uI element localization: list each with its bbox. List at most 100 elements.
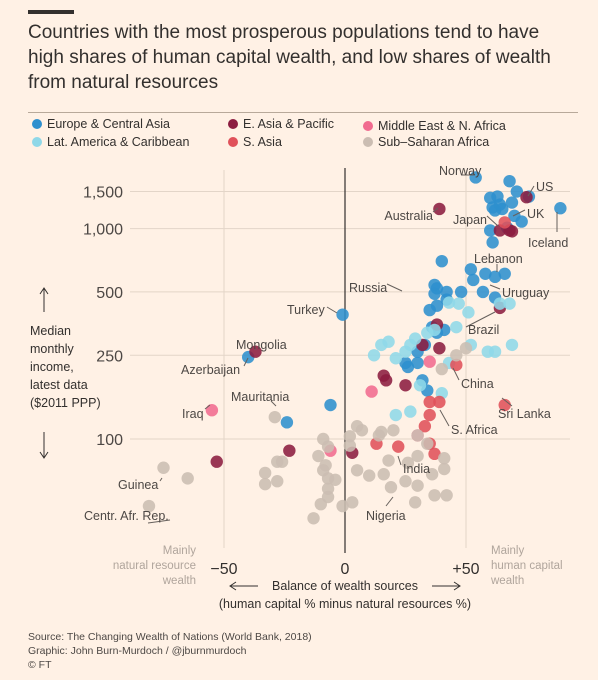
point-5-7: [258, 477, 272, 491]
x-tick-label--50: −50: [210, 561, 237, 578]
legend-dot-middle-east: [363, 121, 373, 131]
leader-8: [489, 284, 501, 290]
point-5-28: [336, 499, 349, 513]
point-1-4: [505, 225, 519, 238]
point-5-46: [375, 425, 388, 439]
annotation-1: US: [536, 180, 553, 194]
point-5-39: [440, 489, 453, 502]
point-0-11: [496, 202, 509, 216]
point-0-17: [435, 254, 448, 268]
point-0-2: [510, 185, 524, 198]
point-5-48: [421, 437, 434, 450]
point-5-15: [343, 430, 357, 443]
point-5-47: [411, 429, 424, 442]
point-0-33: [336, 308, 349, 321]
point-1-0: [433, 202, 446, 216]
point-5-26: [321, 490, 335, 504]
point-3-9: [481, 345, 494, 358]
y-label-line-4: ($2011 PPP): [30, 396, 101, 410]
point-0-39: [401, 360, 415, 374]
point-5-30: [350, 464, 364, 477]
y-label-line-3: latest data: [30, 378, 88, 392]
legend-item-europe: Europe & Central Asia: [32, 117, 170, 131]
annotation-13: China: [461, 377, 494, 391]
point-5-31: [363, 469, 376, 482]
point-0-23: [454, 285, 468, 299]
annotation-19: Guinea: [118, 478, 158, 492]
point-3-3: [493, 297, 507, 310]
annotation-5: Iceland: [528, 236, 568, 250]
point-3-15: [375, 338, 388, 352]
legend-dot-east-asia: [228, 119, 238, 129]
point-5-6: [258, 466, 272, 480]
point-4-10: [433, 395, 446, 409]
point-4-8: [418, 420, 432, 433]
point-3-20: [404, 405, 417, 418]
point-3-19: [389, 408, 403, 422]
source-line: Source: The Changing Wealth of Nations (…: [28, 631, 312, 643]
source-note: Source: The Changing Wealth of Nations (…: [28, 630, 312, 672]
legend-dot-south-asia: [228, 137, 238, 147]
annotation-16: Sri Lanka: [498, 407, 551, 421]
y-tick-label-250: 250: [96, 348, 123, 365]
point-0-43: [280, 416, 294, 429]
copyright: © FT: [28, 659, 52, 671]
annotation-20: Nigeria: [366, 509, 406, 523]
point-5-27: [329, 473, 342, 486]
annotation-12: Azerbaijan: [181, 363, 240, 377]
point-0-1: [503, 174, 516, 188]
point-5-25: [307, 512, 320, 525]
left-note-line-0: Mainly: [163, 545, 196, 557]
leader-17: [439, 409, 450, 427]
point-5-40: [438, 462, 451, 476]
chart-title: Countries with the most prosperous popul…: [28, 22, 551, 93]
point-3-11: [421, 326, 434, 339]
point-0-5: [505, 196, 519, 209]
point-2-1: [365, 385, 378, 398]
point-5-19: [312, 449, 325, 463]
point-0-13: [515, 215, 528, 228]
down-arrow-icon: [39, 432, 49, 459]
point-4-3: [423, 395, 436, 409]
legend-dot-latin-america: [32, 137, 42, 147]
point-3-22: [413, 379, 427, 392]
point-5-43: [411, 449, 424, 463]
graphic-credit: Graphic: John Burn-Murdoch / @jburnmurdo…: [28, 645, 247, 657]
leader-4: [486, 215, 499, 227]
point-5-36: [411, 479, 424, 492]
x-axis-label: Balance of wealth sources: [272, 579, 418, 593]
point-5-32: [377, 468, 390, 481]
point-5-33: [384, 481, 398, 494]
point-5-1: [450, 349, 463, 362]
leader-14: [270, 400, 277, 407]
point-5-13: [321, 440, 335, 453]
legend-item-east-asia: E. Asia & Pacific: [228, 117, 334, 131]
y-axis-label: Median monthly income, latest data ($2011 PP…: [30, 287, 101, 459]
point-4-7: [428, 447, 441, 461]
point-5-2: [435, 362, 448, 376]
point-0-20: [488, 270, 502, 284]
point-0-0: [469, 171, 482, 184]
right-note-line-0: Mainly: [491, 545, 524, 557]
leader-19: [159, 477, 163, 482]
right-note-line-2: wealth: [490, 575, 524, 587]
point-0-7: [554, 202, 567, 215]
point-5-10: [181, 472, 194, 485]
leader-20: [385, 496, 394, 507]
series-5: [142, 342, 473, 525]
point-0-24: [476, 285, 490, 299]
annotation-7: Russia: [349, 281, 387, 295]
point-5-38: [428, 489, 441, 502]
ft-top-rule: [28, 10, 74, 14]
y-label-line-0: Median: [30, 324, 71, 338]
point-0-42: [324, 398, 337, 412]
point-1-13: [283, 444, 296, 457]
data-points: [142, 171, 567, 525]
point-3-0: [442, 296, 456, 309]
point-5-8: [271, 475, 284, 488]
legend-dot-sub-saharan-africa: [363, 137, 373, 147]
leader-21: [147, 519, 171, 524]
point-2-0: [205, 404, 219, 417]
point-0-18: [464, 263, 478, 276]
